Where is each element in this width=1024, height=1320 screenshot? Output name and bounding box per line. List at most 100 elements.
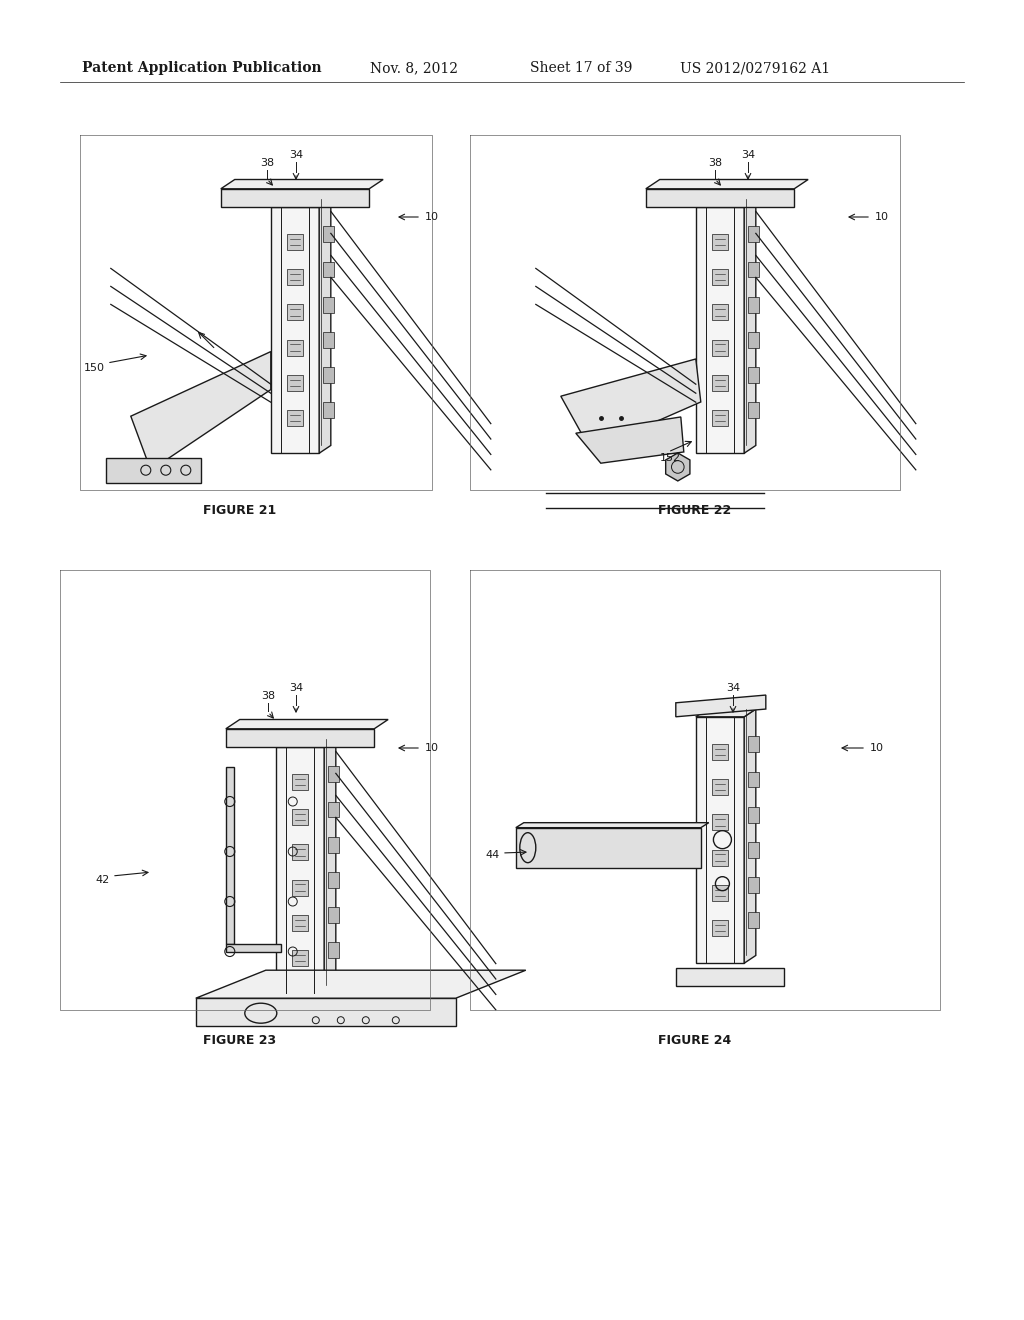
Text: Nov. 8, 2012: Nov. 8, 2012 — [370, 61, 458, 75]
Polygon shape — [748, 331, 759, 347]
Polygon shape — [328, 907, 339, 923]
Polygon shape — [288, 411, 302, 426]
Text: 10: 10 — [425, 213, 439, 222]
Polygon shape — [748, 737, 759, 752]
Polygon shape — [226, 719, 388, 729]
Polygon shape — [226, 944, 281, 952]
Text: 34: 34 — [289, 150, 303, 160]
Polygon shape — [748, 297, 759, 313]
Polygon shape — [323, 367, 334, 383]
Polygon shape — [744, 199, 756, 453]
Polygon shape — [328, 873, 339, 888]
Polygon shape — [270, 199, 331, 207]
Polygon shape — [275, 747, 325, 993]
Polygon shape — [516, 822, 709, 828]
Polygon shape — [666, 453, 690, 480]
Text: Sheet 17 of 39: Sheet 17 of 39 — [530, 61, 633, 75]
Text: 152: 152 — [660, 453, 681, 463]
Polygon shape — [221, 189, 370, 207]
Polygon shape — [323, 226, 334, 242]
Polygon shape — [748, 403, 759, 418]
Text: 150: 150 — [84, 363, 105, 374]
Text: 44: 44 — [485, 850, 500, 861]
Text: 34: 34 — [741, 150, 755, 160]
Polygon shape — [748, 367, 759, 383]
Polygon shape — [676, 696, 766, 717]
Polygon shape — [516, 828, 700, 867]
Polygon shape — [748, 771, 759, 787]
Text: Patent Application Publication: Patent Application Publication — [82, 61, 322, 75]
Polygon shape — [323, 261, 334, 277]
Polygon shape — [748, 876, 759, 892]
Polygon shape — [713, 305, 727, 321]
Polygon shape — [196, 998, 456, 1026]
Polygon shape — [270, 207, 319, 453]
Polygon shape — [328, 942, 339, 958]
Polygon shape — [646, 180, 808, 189]
Polygon shape — [293, 915, 307, 931]
Polygon shape — [713, 779, 727, 795]
Polygon shape — [288, 339, 302, 355]
Polygon shape — [713, 375, 727, 391]
Polygon shape — [275, 739, 336, 747]
Polygon shape — [323, 331, 334, 347]
Polygon shape — [748, 261, 759, 277]
Text: 38: 38 — [260, 158, 274, 168]
Polygon shape — [695, 717, 744, 964]
Polygon shape — [226, 729, 374, 747]
Polygon shape — [713, 920, 727, 936]
Polygon shape — [293, 809, 307, 825]
Polygon shape — [288, 269, 302, 285]
Polygon shape — [676, 968, 784, 986]
Polygon shape — [323, 297, 334, 313]
Polygon shape — [713, 744, 727, 760]
Polygon shape — [293, 845, 307, 861]
Polygon shape — [293, 774, 307, 789]
Text: 34: 34 — [289, 682, 303, 693]
Text: 10: 10 — [425, 743, 439, 752]
Polygon shape — [293, 879, 307, 895]
Polygon shape — [105, 458, 201, 483]
Polygon shape — [713, 269, 727, 285]
Polygon shape — [713, 814, 727, 830]
Text: 10: 10 — [870, 743, 884, 752]
Text: 38: 38 — [261, 690, 275, 701]
Text: 34: 34 — [726, 682, 740, 693]
Polygon shape — [575, 417, 684, 463]
Text: 42: 42 — [96, 875, 110, 884]
Polygon shape — [319, 199, 331, 453]
Polygon shape — [226, 767, 233, 944]
Polygon shape — [748, 912, 759, 928]
Text: 38: 38 — [708, 158, 722, 168]
Polygon shape — [744, 709, 756, 964]
Polygon shape — [325, 739, 336, 993]
Polygon shape — [131, 351, 270, 470]
Text: FIGURE 24: FIGURE 24 — [658, 1034, 731, 1047]
Text: US 2012/0279162 A1: US 2012/0279162 A1 — [680, 61, 830, 75]
Polygon shape — [328, 767, 339, 783]
Polygon shape — [323, 403, 334, 418]
Text: FIGURE 22: FIGURE 22 — [658, 503, 731, 516]
Polygon shape — [221, 180, 383, 189]
Polygon shape — [713, 850, 727, 866]
Text: FIGURE 23: FIGURE 23 — [204, 1034, 276, 1047]
Polygon shape — [748, 842, 759, 858]
Text: 10: 10 — [874, 213, 889, 222]
Polygon shape — [646, 189, 795, 207]
Polygon shape — [196, 970, 525, 998]
Polygon shape — [713, 234, 727, 249]
Polygon shape — [695, 199, 756, 207]
Polygon shape — [713, 884, 727, 900]
Polygon shape — [328, 801, 339, 817]
Polygon shape — [748, 226, 759, 242]
Polygon shape — [288, 375, 302, 391]
Polygon shape — [748, 807, 759, 822]
Polygon shape — [328, 837, 339, 853]
Polygon shape — [561, 359, 700, 450]
Polygon shape — [288, 234, 302, 249]
Text: FIGURE 21: FIGURE 21 — [204, 503, 276, 516]
Polygon shape — [695, 207, 744, 453]
Polygon shape — [288, 305, 302, 321]
Polygon shape — [713, 411, 727, 426]
Polygon shape — [713, 339, 727, 355]
